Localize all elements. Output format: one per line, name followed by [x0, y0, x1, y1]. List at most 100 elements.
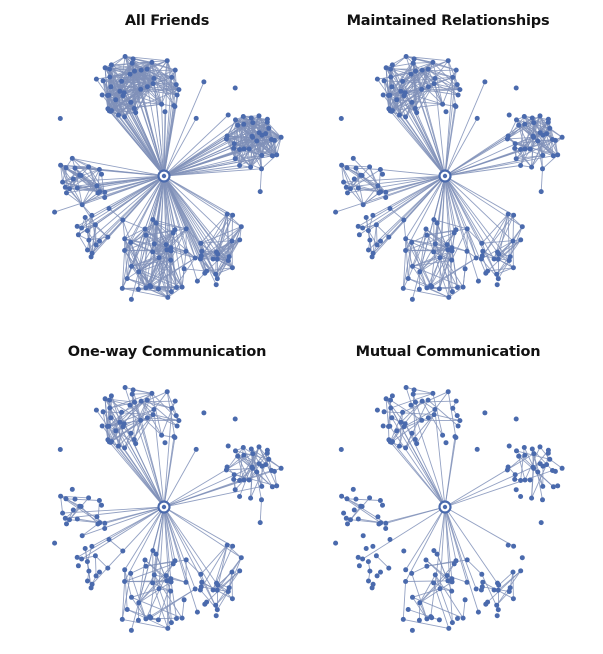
node [449, 589, 454, 594]
node [366, 248, 371, 253]
node [242, 147, 247, 152]
node [249, 447, 254, 452]
node [257, 113, 262, 118]
node [58, 494, 63, 499]
node [409, 240, 414, 245]
node [233, 417, 238, 422]
node [512, 146, 517, 151]
node [85, 579, 90, 584]
node [479, 572, 484, 577]
node [424, 558, 429, 563]
node [518, 163, 523, 168]
edge [541, 169, 542, 192]
node [226, 113, 231, 118]
node [435, 552, 440, 557]
node [102, 521, 107, 526]
node [266, 457, 271, 462]
node [132, 69, 137, 74]
node [89, 544, 94, 549]
node [225, 212, 230, 217]
node [157, 586, 162, 591]
node [107, 75, 112, 80]
node [230, 213, 235, 218]
node [122, 567, 127, 572]
node [117, 89, 122, 94]
node [356, 224, 361, 229]
node [95, 522, 100, 527]
node [361, 533, 366, 538]
node [165, 626, 170, 631]
node [204, 600, 209, 605]
node [495, 613, 500, 618]
node [204, 269, 209, 274]
node [402, 93, 407, 98]
node [176, 87, 181, 92]
ego-node-center [443, 174, 447, 178]
node [446, 389, 451, 394]
node [446, 58, 451, 63]
edge [66, 499, 99, 501]
node [143, 558, 148, 563]
node [345, 190, 350, 195]
node [531, 465, 536, 470]
node [174, 82, 179, 87]
node [97, 167, 102, 172]
node [119, 79, 124, 84]
node [151, 412, 156, 417]
node [237, 568, 242, 573]
node [143, 564, 148, 569]
node [165, 389, 170, 394]
node [383, 190, 388, 195]
node [184, 249, 189, 254]
panel-title: All Friends [22, 13, 312, 29]
node [440, 433, 445, 438]
node [122, 248, 127, 253]
node [432, 407, 437, 412]
node [394, 97, 399, 102]
node [531, 451, 536, 456]
node [476, 279, 481, 284]
node [129, 264, 134, 269]
node [70, 156, 75, 161]
node [374, 553, 379, 558]
node [195, 610, 200, 615]
node [168, 258, 173, 263]
node [226, 444, 231, 449]
node [136, 618, 141, 623]
node [80, 533, 85, 538]
node [225, 543, 230, 548]
node [79, 557, 84, 562]
node [530, 447, 535, 452]
node [128, 240, 133, 245]
node [450, 579, 455, 584]
edge [404, 220, 406, 239]
node [90, 582, 95, 587]
node [172, 103, 177, 108]
node [241, 122, 246, 127]
node [169, 75, 174, 80]
edge [445, 176, 522, 227]
node [52, 210, 57, 215]
node [139, 399, 144, 404]
node [250, 120, 255, 125]
node [107, 406, 112, 411]
edge [403, 582, 405, 620]
node [138, 418, 143, 423]
node [390, 439, 395, 444]
node [198, 572, 203, 577]
node [522, 122, 527, 127]
node [357, 232, 362, 237]
edge [260, 500, 261, 523]
node [123, 385, 128, 390]
node [388, 537, 393, 542]
node [194, 447, 199, 452]
node [274, 483, 279, 488]
node [453, 434, 458, 439]
node [429, 284, 434, 289]
node [136, 287, 141, 292]
node [358, 504, 363, 509]
node [231, 477, 236, 482]
node [254, 139, 259, 144]
node [224, 468, 229, 473]
node [463, 597, 468, 602]
